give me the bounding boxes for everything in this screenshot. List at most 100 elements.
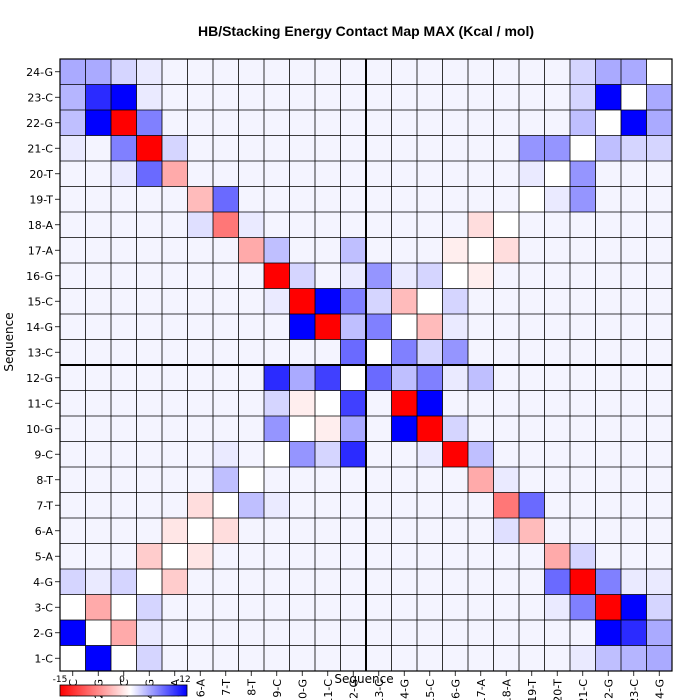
heatmap-cell (468, 365, 494, 391)
heatmap-cell (493, 441, 519, 467)
heatmap-cell (60, 84, 86, 110)
heatmap-cell (391, 263, 417, 289)
heatmap-cell (595, 569, 621, 595)
chart-title: HB/Stacking Energy Contact Map MAX (Kcal… (198, 23, 534, 39)
y-tick-label: 9-C (34, 448, 53, 461)
heatmap-cell (595, 467, 621, 493)
heatmap-cell (646, 314, 672, 340)
heatmap-cell (187, 263, 213, 289)
heatmap-cell (519, 59, 545, 85)
heatmap-cell (366, 288, 392, 314)
heatmap-cell (544, 365, 570, 391)
heatmap-cell (85, 263, 111, 289)
heatmap-cell (570, 263, 596, 289)
heatmap-cell (570, 314, 596, 340)
heatmap-cell (493, 110, 519, 136)
heatmap-cell (136, 467, 162, 493)
heatmap-cell (646, 263, 672, 289)
heatmap-cell (340, 186, 366, 212)
heatmap-cell (60, 645, 86, 671)
heatmap-cell (391, 441, 417, 467)
heatmap-cell (595, 365, 621, 391)
heatmap-cell (315, 339, 341, 365)
heatmap-cell (213, 441, 239, 467)
heatmap-cell (570, 467, 596, 493)
heatmap-cell (238, 161, 264, 187)
heatmap-cell (187, 543, 213, 569)
heatmap-cell (238, 416, 264, 442)
heatmap-cell (162, 594, 188, 620)
heatmap-cell (493, 518, 519, 544)
heatmap-cell (468, 492, 494, 518)
heatmap-cell (493, 186, 519, 212)
heatmap-cell (187, 84, 213, 110)
heatmap-cell (213, 110, 239, 136)
heatmap-cell (544, 467, 570, 493)
heatmap-cell (366, 212, 392, 238)
heatmap-cell (391, 237, 417, 263)
heatmap-cell (111, 569, 137, 595)
heatmap-cell (442, 594, 468, 620)
heatmap-cell (187, 569, 213, 595)
heatmap-cell (340, 594, 366, 620)
heatmap-cell (570, 339, 596, 365)
heatmap-cell (442, 569, 468, 595)
heatmap-cell (111, 237, 137, 263)
heatmap-cell (468, 212, 494, 238)
heatmap-cell (213, 59, 239, 85)
heatmap-cell (289, 365, 315, 391)
heatmap-cell (340, 288, 366, 314)
heatmap-cell (162, 518, 188, 544)
heatmap-cell (213, 288, 239, 314)
heatmap-cell (289, 441, 315, 467)
heatmap-cell (391, 416, 417, 442)
heatmap-cell (442, 339, 468, 365)
heatmap-cell (315, 84, 341, 110)
heatmap-cell (289, 135, 315, 161)
heatmap-cell (417, 59, 443, 85)
heatmap-cell (162, 620, 188, 646)
heatmap-cell (136, 212, 162, 238)
heatmap-cell (162, 314, 188, 340)
heatmap-cell (340, 84, 366, 110)
heatmap-cell (187, 135, 213, 161)
heatmap-cell (85, 84, 111, 110)
x-tick-label: 6-A (194, 679, 207, 698)
heatmap-cell (264, 416, 290, 442)
heatmap-cell (442, 314, 468, 340)
heatmap-cell (621, 339, 647, 365)
heatmap-cell (544, 135, 570, 161)
heatmap-cell (111, 645, 137, 671)
heatmap-cell (544, 543, 570, 569)
heatmap-cell (468, 645, 494, 671)
heatmap-cell (85, 161, 111, 187)
x-tick-label: 21-C (577, 679, 590, 700)
heatmap-cell (315, 237, 341, 263)
heatmap-cell (417, 416, 443, 442)
heatmap-cell (264, 212, 290, 238)
heatmap-cell (187, 161, 213, 187)
heatmap-cell (417, 390, 443, 416)
heatmap-cell (544, 186, 570, 212)
heatmap-cell (646, 492, 672, 518)
heatmap-cell (442, 441, 468, 467)
heatmap-cell (85, 212, 111, 238)
heatmap-cell (238, 263, 264, 289)
heatmap-cell (595, 492, 621, 518)
heatmap-cell (366, 263, 392, 289)
heatmap-cell (493, 569, 519, 595)
heatmap-cell (468, 314, 494, 340)
heatmap-cell (315, 59, 341, 85)
heatmap-cell (264, 237, 290, 263)
heatmap-cell (646, 288, 672, 314)
heatmap-cell (417, 135, 443, 161)
heatmap-cell (213, 212, 239, 238)
heatmap-cell (264, 492, 290, 518)
heatmap-cell (85, 416, 111, 442)
heatmap-cell (213, 543, 239, 569)
heatmap-cell (519, 212, 545, 238)
heatmap-cell (621, 645, 647, 671)
heatmap-cell (85, 339, 111, 365)
heatmap-cell (646, 645, 672, 671)
heatmap-cell (493, 288, 519, 314)
